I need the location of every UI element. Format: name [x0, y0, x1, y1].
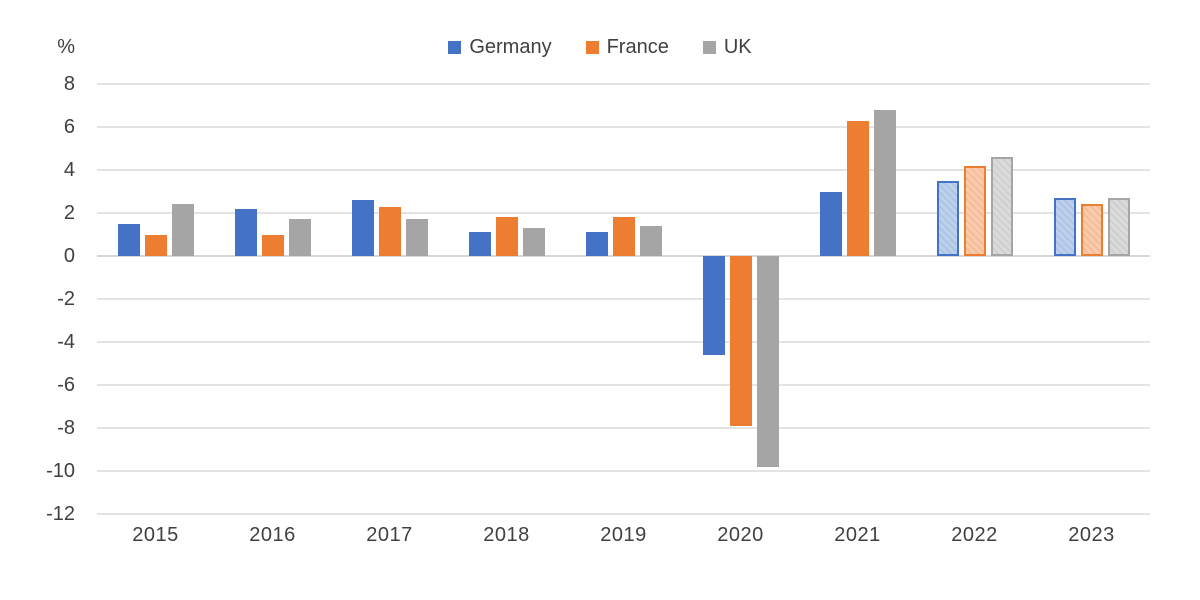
gridline [97, 427, 1150, 429]
bar-france-2022 [963, 165, 986, 256]
x-tick-label: 2023 [1068, 524, 1115, 546]
y-tick-label: -10 [46, 460, 75, 482]
bar-france-2017 [378, 206, 401, 256]
y-tick-label: 0 [63, 245, 75, 267]
chart-legend: Germany France UK [0, 36, 1200, 59]
gridline [97, 212, 1150, 214]
gridline [97, 83, 1150, 85]
gridline [97, 513, 1150, 515]
legend-label: Germany [469, 36, 552, 58]
x-axis-zero-line [97, 255, 1150, 257]
gridline [97, 384, 1150, 386]
bar-france-2021 [846, 120, 869, 256]
bar-germany-2017 [351, 200, 374, 256]
bar-germany-2021 [819, 191, 842, 256]
gridline [97, 126, 1150, 128]
y-tick-label: -4 [57, 331, 75, 353]
y-tick-label: -12 [46, 503, 75, 525]
bar-germany-2015 [117, 223, 140, 256]
x-tick-label: 2018 [483, 524, 530, 546]
x-tick-label: 2021 [834, 524, 881, 546]
bar-uk-2016 [288, 219, 311, 256]
legend-label: UK [723, 36, 752, 58]
bar-uk-2017 [405, 219, 428, 256]
bar-france-2018 [495, 217, 518, 256]
bar-uk-2015 [171, 204, 194, 256]
plot-area [97, 83, 1150, 515]
bar-germany-2022 [936, 180, 959, 256]
y-tick-label: -6 [57, 374, 75, 396]
gridline [97, 341, 1150, 343]
y-tick-label: 2 [63, 202, 75, 224]
legend-swatch-icon [702, 41, 716, 54]
legend-item-uk: UK [702, 36, 752, 59]
bar-germany-2018 [468, 232, 491, 256]
bar-uk-2023 [1107, 197, 1130, 256]
bar-uk-2018 [522, 228, 545, 256]
y-axis-unit-label: % [57, 36, 75, 58]
y-tick-label: 6 [63, 116, 75, 138]
legend-label: France [606, 36, 669, 58]
x-tick-label: 2015 [132, 524, 179, 546]
bar-germany-2020 [702, 256, 725, 355]
bar-germany-2023 [1053, 197, 1076, 256]
bar-uk-2022 [990, 157, 1013, 256]
bar-france-2015 [144, 234, 167, 256]
x-tick-label: 2017 [366, 524, 413, 546]
x-tick-label: 2020 [717, 524, 764, 546]
bar-uk-2021 [873, 109, 896, 256]
x-tick-label: 2016 [249, 524, 296, 546]
bar-uk-2019 [639, 225, 662, 256]
legend-swatch-icon [585, 41, 599, 54]
legend-item-germany: Germany [448, 36, 552, 59]
bar-france-2023 [1080, 204, 1103, 256]
gridline [97, 298, 1150, 300]
y-tick-label: 4 [63, 159, 75, 181]
bar-germany-2016 [234, 208, 257, 256]
x-tick-label: 2019 [600, 524, 647, 546]
y-tick-label: 8 [63, 73, 75, 95]
bar-uk-2020 [756, 256, 779, 467]
y-tick-label: -8 [57, 417, 75, 439]
legend-swatch-icon [448, 41, 462, 54]
legend-item-france: France [585, 36, 669, 59]
y-tick-label: -2 [57, 288, 75, 310]
gridline [97, 470, 1150, 472]
gridline [97, 169, 1150, 171]
bar-germany-2019 [585, 232, 608, 256]
bar-france-2016 [261, 234, 284, 256]
bar-france-2019 [612, 217, 635, 256]
bar-france-2020 [729, 256, 752, 426]
x-tick-label: 2022 [951, 524, 998, 546]
